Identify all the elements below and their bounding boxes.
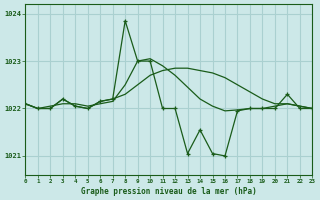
X-axis label: Graphe pression niveau de la mer (hPa): Graphe pression niveau de la mer (hPa) — [81, 187, 257, 196]
